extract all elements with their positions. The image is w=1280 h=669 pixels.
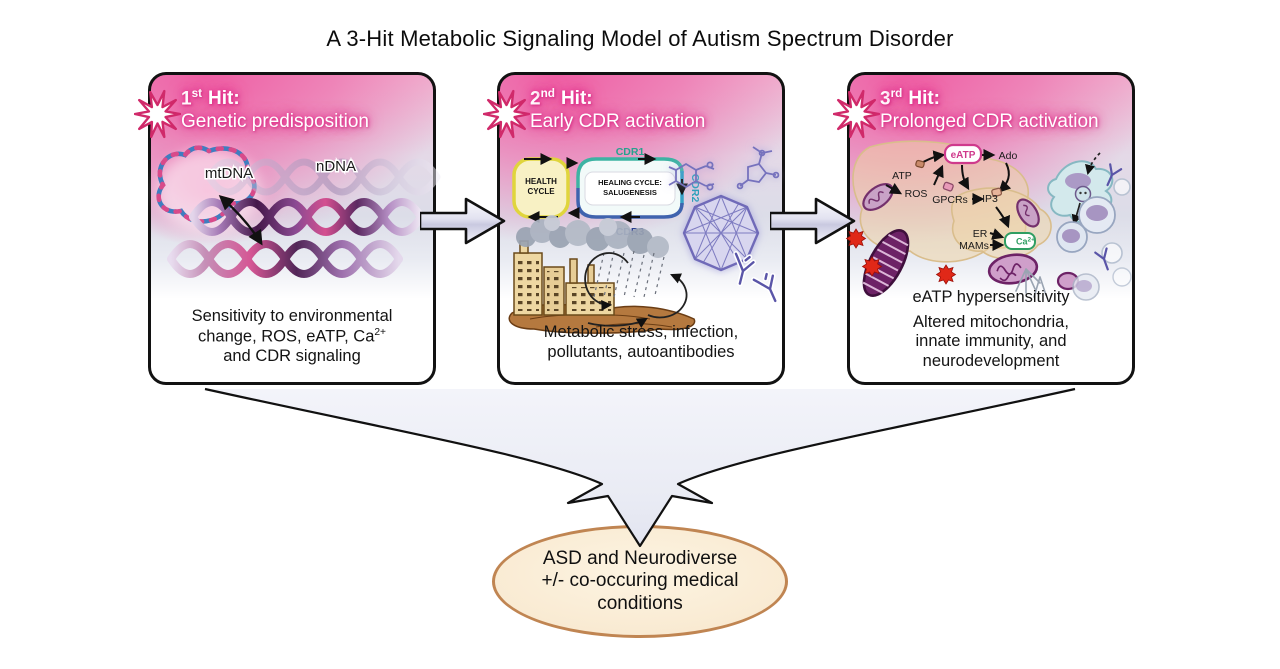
rain-lines [593, 250, 665, 298]
panel2-caption: Metabolic stress, infection, pollutants,… [543, 323, 739, 362]
factory-pollution-icon [508, 215, 696, 334]
smoke-clouds [516, 215, 669, 258]
ndna-helix-faint [205, 158, 441, 196]
mitochondrion-icon [1016, 198, 1040, 228]
eatp-signaling-illustration: ATP ROS eATP Ado GPCRs IP3 ER MAMs Ca2+ [845, 140, 1132, 301]
receptor-icon [915, 159, 925, 169]
svg-text:eATP: eATP [951, 150, 976, 161]
panel3-subtitle: Prolonged CDR activation [880, 111, 1099, 133]
ndna-label: nDNA [316, 158, 356, 175]
antibody-icons [733, 251, 779, 304]
mams-label: MAMs [959, 240, 989, 252]
figure-title: A 3-Hit Metabolic Signaling Model of Aut… [326, 26, 954, 51]
panel2-subtitle: Early CDR activation [530, 111, 706, 133]
cdr2-label: CDR2 [689, 174, 701, 203]
panel2-header: 2nd Hit: Early CDR activation [530, 87, 706, 134]
svg-text:HEALTH: HEALTH [525, 177, 557, 186]
cdr-cycle-diagram: CDR1 HEALTH CYCLE HEALING CYCLE: SALUGEN… [512, 146, 701, 238]
mtdna-ndna-arrow [218, 195, 263, 246]
outcome-line2: +/- co-occuring medical [541, 570, 739, 592]
panel3-hit-label: 3rd Hit: [880, 87, 941, 110]
mitochondrion-icon [987, 253, 1039, 285]
starburst-icon [833, 89, 880, 139]
cell-icons [1056, 178, 1132, 301]
arrow-panel2-to-panel3 [770, 197, 856, 245]
panel1-header: 1st Hit: Genetic predisposition [181, 87, 369, 134]
receptor-icon [991, 187, 1003, 198]
svg-text:HEALING CYCLE:: HEALING CYCLE: [598, 178, 662, 187]
eatp-badge: eATP [943, 143, 983, 165]
mitochondrion-dark-icon [862, 229, 910, 297]
svg-text:CYCLE: CYCLE [527, 187, 555, 196]
outcome-line3: conditions [597, 592, 683, 614]
panel2-hit-label: 2nd Hit: [530, 87, 593, 110]
pollutant-molecule-icons [668, 146, 780, 191]
recirculation-arrows [584, 252, 688, 328]
factory-buildings [513, 240, 615, 316]
panel1-hit-label: 1st Hit: [181, 87, 240, 110]
ado-label: Ado [999, 150, 1018, 162]
panel-3rd-hit: 3rd Hit: Prolonged CDR activation [833, 72, 1135, 385]
mtdna-label: mtDNA [205, 165, 253, 182]
svg-text:Ca2+: Ca2+ [1016, 237, 1035, 247]
atp-label: ATP [892, 170, 912, 182]
virus-icon [682, 194, 760, 272]
arrow-panel1-to-panel2 [420, 197, 506, 245]
cdr1-label: CDR1 [616, 146, 645, 158]
ros-label: ROS [905, 188, 928, 200]
ndna-helix-lower [167, 240, 403, 278]
er-label: ER [973, 228, 988, 240]
panel1-caption: Sensitivity to environmental change, ROS… [191, 307, 393, 366]
neurite-branch-icons [1015, 268, 1047, 298]
calcium-badge: Ca2+ [1004, 232, 1036, 250]
panel-2nd-hit: 2nd Hit: Early CDR activation CDR1 HEALTH [483, 72, 785, 385]
ros-spark-icons [845, 228, 957, 285]
panel1-subtitle: Genetic predisposition [181, 111, 369, 133]
outcome-line1: ASD and Neurodiverse [542, 548, 738, 570]
ip3-label: IP3 [982, 193, 998, 205]
svg-text:SALUGENESIS: SALUGENESIS [603, 188, 657, 197]
antibody-icons [1094, 163, 1123, 271]
receptor-icon [942, 181, 954, 192]
dna-illustration: mtDNA nDNA [156, 145, 441, 278]
starburst-icon [483, 89, 530, 139]
gpcrs-label: GPCRs [932, 194, 968, 206]
starburst-icon [134, 89, 181, 139]
panel3-caption: eATP hypersensitivity Altered mitochondr… [856, 288, 1126, 372]
panel3-header: 3rd Hit: Prolonged CDR activation [880, 87, 1099, 134]
panel3-caption-heading: eATP hypersensitivity [912, 287, 1070, 306]
cdr-cycle-and-stressors-illustration: CDR1 HEALTH CYCLE HEALING CYCLE: SALUGEN… [508, 146, 780, 334]
ndna-helix-main [189, 198, 425, 236]
funnel-arrow-to-outcome [204, 387, 1076, 548]
panel-1st-hit: 1st Hit: Genetic predisposition [134, 72, 441, 385]
